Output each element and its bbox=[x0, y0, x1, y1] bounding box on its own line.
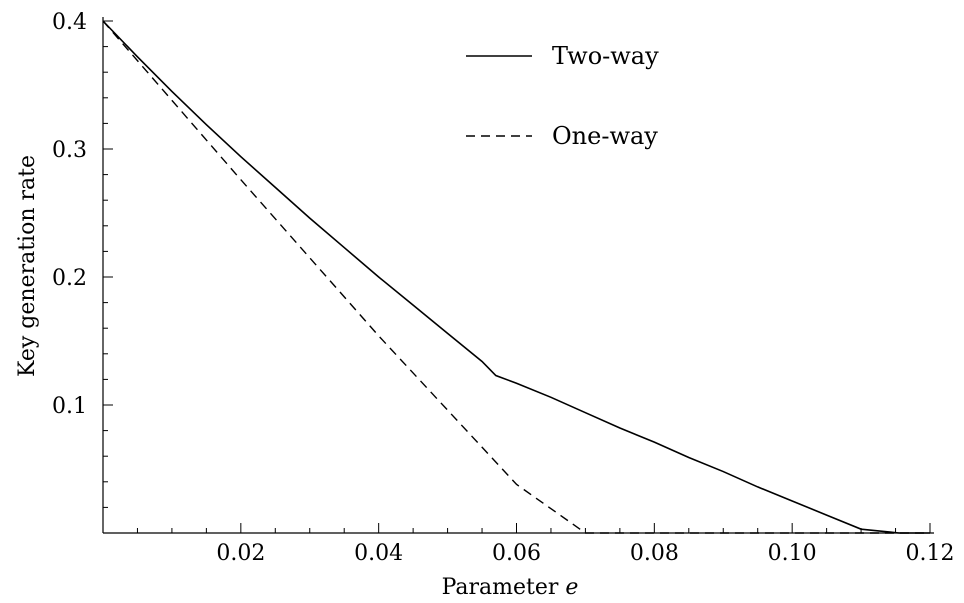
series-line-two-way bbox=[102, 20, 930, 534]
tick-labels: 0.02 0.04 0.06 0.08 0.10 0.12 0.1 0.2 0.3 0.4 bbox=[52, 10, 954, 566]
x-tick-label: 0.12 bbox=[906, 541, 955, 566]
legend-label-two-way: Two-way bbox=[552, 42, 659, 70]
x-tick-label: 0.02 bbox=[216, 541, 265, 566]
y-tick-label: 0.4 bbox=[52, 10, 87, 35]
axes bbox=[102, 17, 934, 534]
y-tick-label: 0.3 bbox=[52, 138, 87, 163]
x-tick-label: 0.10 bbox=[768, 541, 817, 566]
ticks bbox=[103, 20, 931, 533]
x-axis-label: Parameter e bbox=[442, 575, 579, 600]
series-group bbox=[102, 20, 930, 534]
series-line-one-way bbox=[102, 20, 930, 534]
x-tick-label: 0.04 bbox=[354, 541, 403, 566]
legend-label-one-way: One-way bbox=[552, 122, 658, 150]
legend: Two-way One-way bbox=[466, 42, 659, 150]
x-tick-label: 0.06 bbox=[492, 541, 541, 566]
x-tick-label: 0.08 bbox=[630, 541, 679, 566]
y-tick-label: 0.2 bbox=[52, 266, 87, 291]
y-tick-label: 0.1 bbox=[52, 394, 87, 419]
y-axis-label: Key generation rate bbox=[15, 155, 40, 377]
